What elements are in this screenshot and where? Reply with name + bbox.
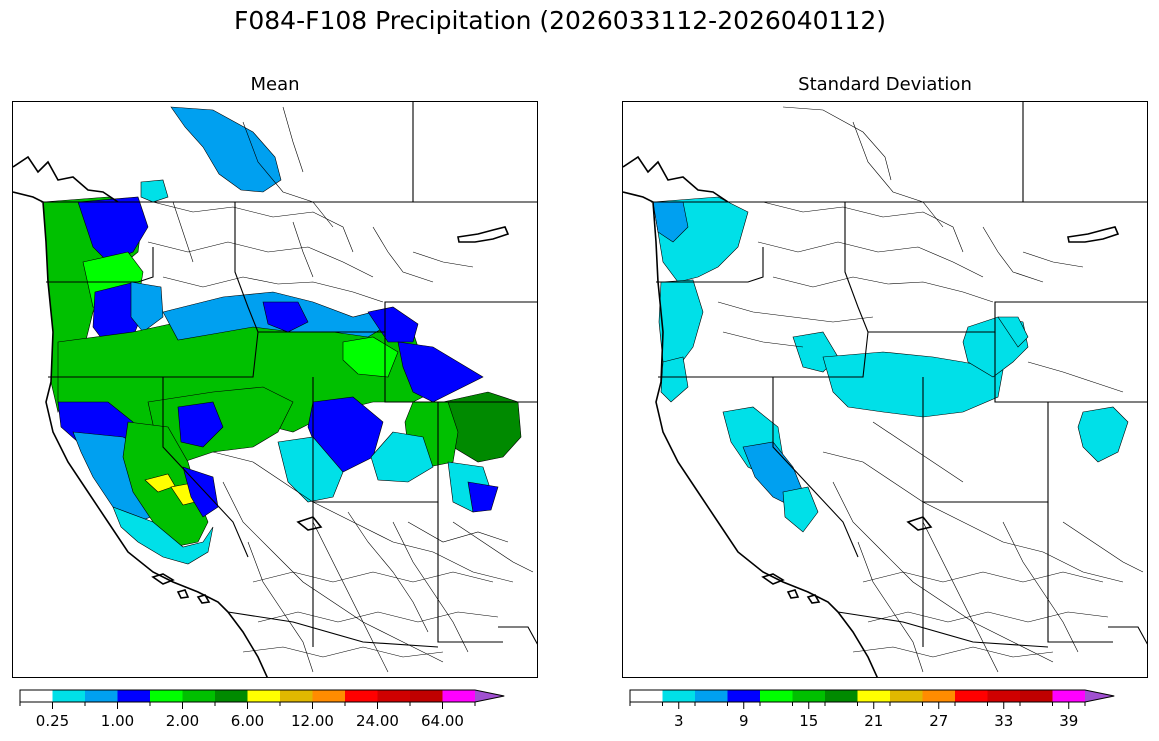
mean-region-puget-blue (77, 196, 149, 263)
mean-panel-title: Mean (250, 74, 300, 95)
mean-region-or-cyan (130, 281, 164, 333)
mean-colorbar-swatch (475, 690, 505, 702)
std-colorbar-swatch (825, 690, 858, 702)
std-colorbar-swatch (1052, 690, 1085, 702)
figure-title: F084-F108 Precipitation (2026033112-2026… (233, 6, 886, 35)
std-precip-fills (652, 196, 1129, 533)
std-colorbar-tick-label: 39 (1059, 712, 1078, 730)
std-basin-outlines (717, 106, 1144, 673)
std-colorbar-outline (629, 689, 1115, 703)
std-colorbar-tick-label: 27 (929, 712, 948, 730)
mean-colorbar-swatch (247, 690, 280, 702)
std-colorbar-swatch (630, 690, 663, 702)
mean-colorbar-swatch (215, 690, 248, 702)
mean-colorbar-swatch (85, 690, 118, 702)
std-colorbar-swatch (727, 690, 760, 702)
std-colorbar-swatch (695, 690, 728, 702)
std-colorbar-tick-label: 33 (994, 712, 1013, 730)
mean-region-nv-blue (177, 401, 224, 448)
std-region-or-coast (658, 279, 704, 368)
mean-border-mexico (227, 611, 439, 648)
std-colorbar-swatch (792, 690, 825, 702)
std-map-canvas (623, 102, 1147, 677)
std-colorbar-swatch (760, 690, 793, 702)
std-region-co (1077, 406, 1129, 463)
std-region-wy2 (997, 316, 1029, 348)
std-region-central (822, 351, 1004, 418)
std-colorbar-swatch (955, 690, 988, 702)
mean-colorbar-canvas: 0.25 1.00 2.00 6.00 12.00 24.00 64.00 (19, 689, 505, 730)
mean-colorbar-tick-label: 12.00 (291, 712, 334, 730)
mean-colorbar-outline (19, 689, 505, 703)
mean-colorbar: 0.25 1.00 2.00 6.00 12.00 24.00 64.00 (19, 686, 530, 736)
mean-state-borders (41, 102, 537, 648)
mean-region-socal-cyan (112, 506, 214, 565)
std-colorbar-tick-label: 9 (739, 712, 749, 730)
std-colorbar-swatch (890, 690, 923, 702)
mean-colorbar-swatch (312, 690, 345, 702)
mean-region-sierra-blue (182, 466, 219, 518)
std-region-sierra-cyan (782, 486, 819, 533)
std-colorbar-tick-label: 15 (799, 712, 818, 730)
mean-region-columbia-north (170, 106, 282, 193)
std-precipitation-map (622, 101, 1148, 678)
mean-border-mt-wy (258, 301, 537, 333)
std-colorbar-tick-label: 3 (674, 712, 684, 730)
mean-colorbar-swatch (377, 690, 410, 702)
mean-colorbar-tick-label: 2.00 (166, 712, 199, 730)
mean-colorbar-swatch (280, 690, 313, 702)
mean-colorbar-swatch (52, 690, 85, 702)
std-colorbar: 3 9 15 21 27 33 39 (629, 686, 1140, 736)
mean-colorbar-tick-label: 24.00 (356, 712, 399, 730)
mean-colorbar-swatch (20, 690, 53, 702)
mean-border-nv (162, 377, 249, 558)
mean-region-bc-cyan (140, 179, 169, 203)
mean-colorbar-swatch (150, 690, 183, 702)
std-state-borders (651, 102, 1147, 648)
mean-border-wa-or (46, 247, 154, 283)
mean-colorbar-tick-label: 64.00 (421, 712, 464, 730)
std-colorbar-swatch (987, 690, 1020, 702)
mean-basin-outlines (147, 106, 534, 673)
mean-region-wy-blue (397, 341, 484, 403)
mean-colorbar-swatch (410, 690, 443, 702)
std-panel-title: Standard Deviation (798, 74, 972, 95)
mean-colorbar-swatch (345, 690, 378, 702)
std-colorbar-swatch (662, 690, 695, 702)
mean-region-co-blue (467, 481, 499, 513)
mean-region-idaho-blue1 (262, 301, 309, 333)
std-colorbar-tick-label: 21 (864, 712, 883, 730)
std-colorbar-canvas: 3 9 15 21 27 33 39 (629, 689, 1115, 730)
std-colorbar-swatch (1085, 690, 1115, 702)
mean-border-id (178, 202, 259, 378)
std-colorbar-swatch (1020, 690, 1053, 702)
std-region-or-coast2 (660, 356, 689, 403)
mean-colorbar-swatch (182, 690, 215, 702)
mean-colorbar-tick-label: 6.00 (231, 712, 264, 730)
mean-colorbar-tick-label: 1.00 (101, 712, 134, 730)
std-colorbar-swatch (857, 690, 890, 702)
mean-coastline (13, 155, 510, 677)
mean-region-co-cyan (370, 431, 434, 483)
mean-colorbar-tick-label: 0.25 (36, 712, 69, 730)
mean-precip-fills (42, 106, 522, 565)
mean-precipitation-map (12, 101, 538, 678)
mean-colorbar-swatch (117, 690, 150, 702)
std-colorbar-swatch (922, 690, 955, 702)
std-coastline (623, 155, 1120, 677)
mean-border-ut (312, 377, 439, 503)
mean-region-wy-lgreen (342, 336, 399, 378)
mean-map-canvas (13, 102, 537, 677)
mean-colorbar-swatch (442, 690, 475, 702)
